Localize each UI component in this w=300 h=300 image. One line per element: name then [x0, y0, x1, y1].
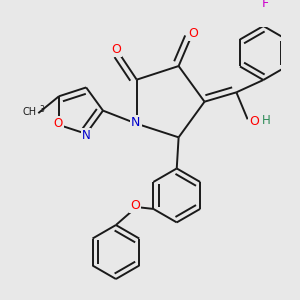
Text: O: O [250, 115, 260, 128]
Text: O: O [188, 27, 198, 40]
Text: O: O [111, 44, 121, 56]
Text: H: H [262, 114, 271, 127]
Text: O: O [53, 117, 63, 130]
Text: N: N [131, 116, 141, 128]
Text: O: O [130, 199, 140, 212]
Text: CH: CH [22, 107, 37, 117]
Text: N: N [82, 129, 91, 142]
Text: F: F [262, 0, 268, 10]
Text: 3: 3 [39, 105, 44, 114]
